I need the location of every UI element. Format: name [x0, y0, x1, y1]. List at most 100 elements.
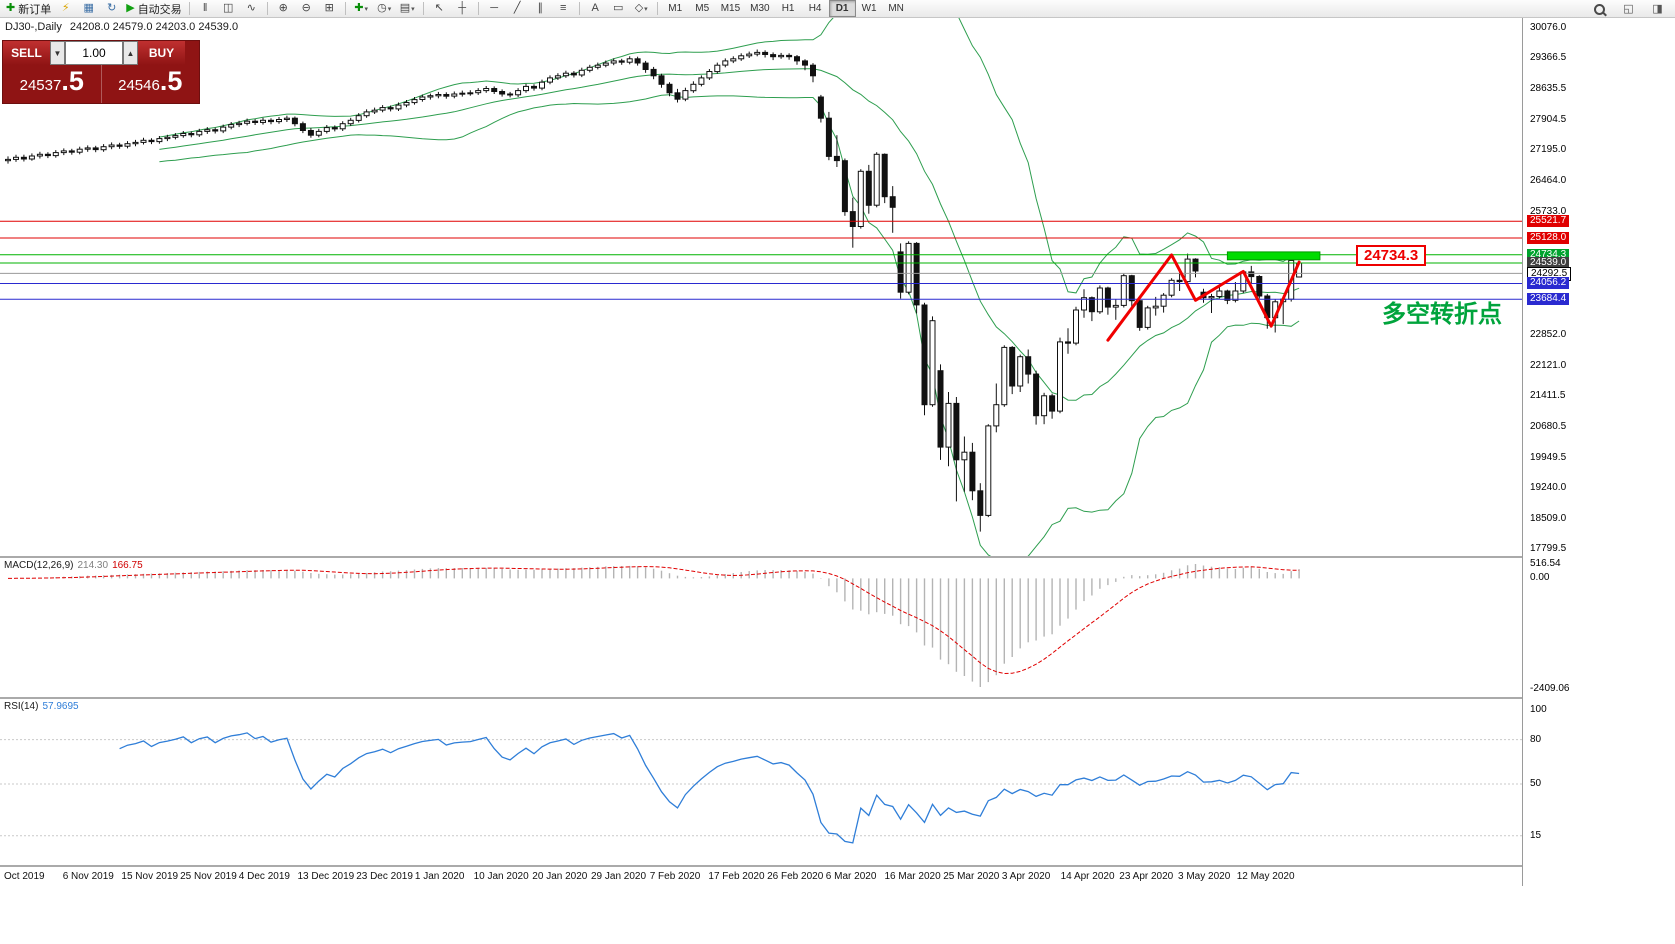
panel-separator[interactable]	[0, 865, 1675, 867]
zoom-in-button[interactable]: ⊕	[272, 0, 295, 17]
time-axis-label: Oct 2019	[4, 871, 45, 882]
market-watch-button[interactable]: ▦	[77, 0, 100, 17]
text-icon: A	[591, 2, 599, 14]
turning-point-annotation[interactable]: 多空转折点	[1382, 301, 1502, 328]
timeframe-button-m5[interactable]: M5	[695, 3, 710, 14]
price-axis-label: 22121.0	[1530, 359, 1567, 371]
shapes-button[interactable]: ◇ ▾	[630, 0, 653, 17]
rsi-header: RSI(14) 57.9695	[4, 701, 79, 712]
toolbar-right-group: ◱ ◨	[1588, 1, 1669, 18]
fibonacci-button[interactable]: ≡	[552, 0, 575, 17]
rsi-axis-label: 80	[1530, 733, 1542, 745]
price-axis-label: 17799.5	[1530, 543, 1567, 554]
new-order-button[interactable]: ✚ 新订单	[3, 0, 54, 17]
tile-windows-icon: ⊞	[324, 2, 334, 14]
macd-panel[interactable]: MACD(12,26,9) 214.30 166.75	[0, 558, 1522, 697]
chevron-down-icon: ▾	[644, 5, 648, 13]
time-axis-label: 13 Dec 2019	[297, 871, 355, 882]
market-watch-icon: ▦	[83, 2, 94, 14]
price-chart-canvas[interactable]	[0, 18, 1522, 556]
volume-decrease-button[interactable]: ▼	[50, 41, 65, 65]
time-axis-label: 10 Jan 2020	[473, 871, 529, 882]
crosshair-button[interactable]: ┼	[451, 0, 474, 17]
bulb-button[interactable]: ⚡	[54, 0, 77, 17]
indicators-button[interactable]: ✚ ▾	[350, 0, 373, 17]
macd-axis-label: 516.54	[1530, 558, 1561, 569]
channel-icon: ∥	[537, 2, 543, 14]
bar-chart-button[interactable]: ‖	[194, 0, 217, 17]
macd-header: MACD(12,26,9) 214.30 166.75	[4, 560, 143, 571]
time-axis-label: 6 Nov 2019	[62, 871, 114, 882]
new-order-button-label: 新订单	[18, 3, 52, 16]
macd-canvas[interactable]	[0, 558, 1522, 697]
fullscreen-button[interactable]: ◨	[1646, 1, 1669, 18]
price-axis-label: 27904.5	[1530, 114, 1567, 126]
channel-button[interactable]: ∥	[529, 0, 552, 17]
one-click-trading-panel: SELL ▼ ▲ BUY 24537.5 24546.5	[2, 40, 200, 104]
time-axis-label: 23 Dec 2019	[356, 871, 413, 882]
label-button[interactable]: ▭	[607, 0, 630, 17]
volume-increase-button[interactable]: ▲	[123, 41, 138, 65]
line-chart-button[interactable]: ∿	[240, 0, 263, 17]
refresh-button[interactable]: ↻	[100, 0, 123, 17]
sell-price[interactable]: 24537.5	[3, 65, 102, 103]
buy-button[interactable]: BUY	[138, 41, 185, 65]
tile-windows-button[interactable]: ⊞	[318, 0, 341, 17]
time-axis[interactable]: Oct 2019 6 Nov 2019 15 Nov 2019 25 Nov 2019…	[0, 867, 1522, 885]
timeframe-button-h4[interactable]: H4	[808, 3, 822, 14]
hline-icon: ─	[490, 2, 499, 14]
spinner-up-icon: ▲	[126, 48, 135, 58]
rsi-value: 57.9695	[42, 701, 79, 712]
macd-signal-value: 166.75	[112, 560, 143, 571]
fibonacci-icon: ≡	[559, 2, 567, 14]
search-icon	[1594, 4, 1605, 15]
trendline-icon: ╱	[513, 2, 521, 14]
indicators-icon: ✚	[354, 2, 364, 14]
panel-separator[interactable]	[0, 697, 1675, 699]
shapes-icon: ◇	[634, 2, 644, 14]
hline-button[interactable]: ─	[483, 0, 506, 17]
rsi-axis-label: 15	[1530, 829, 1542, 841]
volume-input[interactable]	[65, 41, 123, 65]
timeframe-button-m1[interactable]: M1	[668, 3, 683, 14]
timeframe-button-mn[interactable]: MN	[888, 3, 904, 14]
price-axis-label: 25733.0	[1530, 206, 1567, 218]
periods-button[interactable]: ◷ ▾	[373, 0, 396, 17]
timeframe-button-h1[interactable]: H1	[781, 3, 795, 14]
price-axis-label: 21411.5	[1530, 389, 1566, 401]
templates-button[interactable]: ▤ ▾	[396, 0, 419, 17]
time-axis-label: 23 Apr 2020	[1119, 871, 1174, 882]
periods-icon: ◷	[377, 2, 387, 14]
toolbar-separator	[656, 2, 658, 15]
new-window-button[interactable]: ◱	[1617, 1, 1640, 18]
toolbar-separator	[344, 2, 346, 15]
main-chart-panel[interactable]: DJ30-,Daily 24208.0 24579.0 24203.0 24539…	[0, 18, 1522, 556]
timeframe-button-d1[interactable]: D1	[828, 0, 856, 17]
candlestick-button[interactable]: ◫	[217, 0, 240, 17]
new-order-icon: ✚	[6, 2, 16, 14]
price-line-label: 23684.4	[1527, 293, 1570, 306]
autotrading-button[interactable]: ▶ 自动交易	[123, 0, 184, 17]
resistance-price-callout[interactable]: 24734.3	[1356, 245, 1427, 266]
rsi-panel[interactable]: RSI(14) 57.9695	[0, 699, 1522, 865]
trendline-button[interactable]: ╱	[506, 0, 529, 17]
timeframe-button-m15[interactable]: M15	[720, 3, 741, 14]
text-button[interactable]: A	[584, 0, 607, 17]
cursor-button[interactable]: ↖	[428, 0, 451, 17]
rsi-canvas[interactable]	[0, 699, 1522, 865]
toolbar-separator	[266, 2, 268, 15]
timeframe-button-m30[interactable]: M30	[750, 3, 770, 14]
buy-price[interactable]: 24546.5	[102, 65, 200, 103]
zoom-out-button[interactable]: ⊖	[295, 0, 318, 17]
sell-button[interactable]: SELL	[3, 41, 50, 65]
search-button[interactable]	[1588, 1, 1611, 18]
zoom-in-icon: ⊕	[278, 2, 288, 14]
price-axis[interactable]: 30076.0 29366.5 28635.5 27904.5 27195.0 26464…	[1523, 18, 1675, 886]
time-axis-label: 14 Apr 2020	[1060, 871, 1115, 882]
timeframe-button-w1[interactable]: W1	[861, 3, 877, 14]
ohlc-values: 24208.0 24579.0 24203.0 24539.0	[69, 21, 239, 33]
panel-separator[interactable]	[0, 556, 1675, 558]
sell-price-big: .5	[61, 66, 84, 96]
price-axis-label: 20680.5	[1530, 420, 1567, 432]
time-axis-label: 6 Mar 2020	[825, 871, 877, 882]
